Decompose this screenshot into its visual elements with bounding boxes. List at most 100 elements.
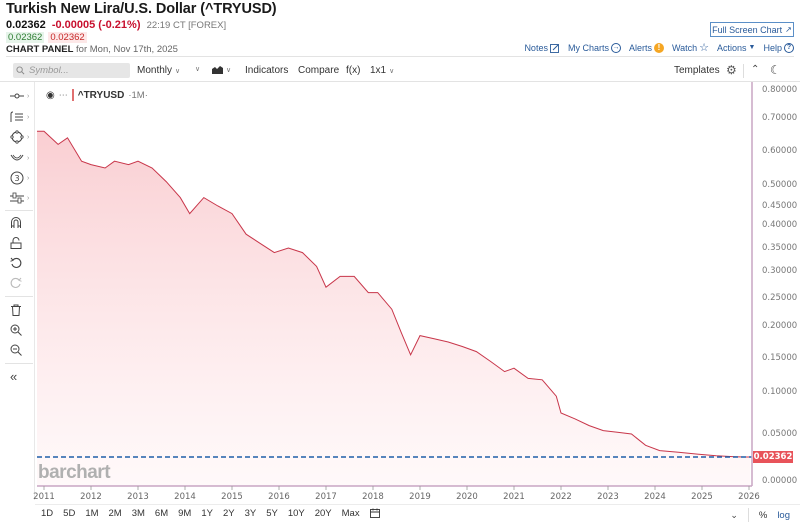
drawing-tools-sidebar: › › › › 3 › › « xyxy=(0,82,35,500)
settings-button[interactable]: ⚙ xyxy=(726,63,737,77)
interval-dropdown[interactable]: Monthly ∨ xyxy=(137,65,180,76)
zoom-out-button[interactable] xyxy=(10,342,32,358)
range-button-20y[interactable]: 20Y xyxy=(314,508,332,519)
range-button-3y[interactable]: 3Y xyxy=(244,508,257,519)
fibonacci-icon xyxy=(10,111,23,122)
arrow-circle-icon: → xyxy=(610,42,621,53)
range-button-1d[interactable]: 1D xyxy=(41,508,54,519)
toolbar-divider xyxy=(743,64,744,78)
edit-icon xyxy=(550,43,559,53)
pattern-tool-button[interactable]: › xyxy=(10,190,32,206)
double-chevron-down-icon[interactable]: ⌄ xyxy=(730,509,738,520)
y-axis-tick-label: 0.30000 xyxy=(762,266,798,276)
x-axis-tick-label: 2022 xyxy=(550,492,572,502)
chevron-down-icon: ∨ xyxy=(195,66,201,73)
my-charts-button[interactable]: My Charts → xyxy=(568,42,621,53)
x-axis-tick-label: 2021 xyxy=(503,492,525,502)
zoom-out-icon xyxy=(10,344,22,356)
actions-label: Actions xyxy=(717,42,747,53)
x-axis-tick-label: 2023 xyxy=(597,492,619,502)
x-axis-tick-label: 2012 xyxy=(80,492,102,502)
undo-button[interactable] xyxy=(10,255,32,271)
more-options-icon[interactable]: ⋯ xyxy=(58,89,68,100)
help-button[interactable]: Help ? xyxy=(763,42,794,53)
range-button-10y[interactable]: 10Y xyxy=(287,508,305,519)
last-price: 0.02362 xyxy=(6,19,46,31)
percent-scale-toggle[interactable]: % xyxy=(758,509,768,521)
delete-drawings-button[interactable] xyxy=(10,302,32,318)
header-actions: Notes My Charts → Alerts ! Watch ☆ Actio… xyxy=(524,41,794,54)
time-range-bar: 1D 5D 1M 2M 3M 6M 9M 1Y 2Y 3Y 5Y 10Y 20Y Max xyxy=(36,508,385,521)
shape-tool-button[interactable]: › xyxy=(10,129,32,145)
chevron-right-icon: › xyxy=(27,154,30,162)
range-button-1y[interactable]: 1Y xyxy=(201,508,213,519)
dark-mode-toggle[interactable]: ☾ xyxy=(770,63,781,77)
series-color-swatch xyxy=(71,89,74,101)
alert-icon: ! xyxy=(653,42,664,53)
quote-time: 22:19 CT [FOREX] xyxy=(146,20,227,31)
notes-button[interactable]: Notes xyxy=(524,43,560,53)
help-label: Help xyxy=(763,42,782,53)
lock-tool-button[interactable] xyxy=(10,235,32,251)
log-scale-toggle[interactable]: log xyxy=(777,509,790,521)
range-button-5y[interactable]: 5Y xyxy=(266,508,278,519)
full-screen-chart-button[interactable]: Full Screen Chart ↗ xyxy=(710,22,794,37)
range-button-max[interactable]: Max xyxy=(341,508,360,519)
collapse-sidebar-button[interactable]: « xyxy=(10,368,32,384)
lock-icon xyxy=(10,237,22,249)
alerts-button[interactable]: Alerts ! xyxy=(628,42,664,53)
interval-label: Monthly xyxy=(137,65,173,76)
symbol-search-input[interactable]: Symbol... xyxy=(13,63,130,78)
indicators-button[interactable]: Indicators xyxy=(245,65,288,76)
annotation-tool-button[interactable]: 3 › xyxy=(10,170,32,186)
redo-button[interactable] xyxy=(10,275,32,291)
x-axis-tick-label: 2016 xyxy=(268,492,290,502)
bid-price: 0.02362 xyxy=(6,32,45,43)
gear-icon: ⚙ xyxy=(726,63,737,77)
range-button-2y[interactable]: 2Y xyxy=(222,508,235,519)
y-axis-tick-label: 0.35000 xyxy=(762,243,798,253)
x-axis-tick-label: 2011 xyxy=(33,492,55,502)
line-tool-button[interactable]: › xyxy=(10,88,32,104)
compare-button[interactable]: Compare xyxy=(298,65,339,76)
double-chevron-up-icon: ⌃ xyxy=(751,64,760,75)
actions-menu-button[interactable]: Actions ▼ xyxy=(717,43,755,53)
chart-panel-date-text: for Mon, Nov 17th, 2025 xyxy=(76,44,178,55)
y-axis-tick-label: 0.45000 xyxy=(762,201,798,211)
line-tool-icon xyxy=(10,93,24,99)
current-price-tag: 0.02362 xyxy=(753,451,793,463)
range-button-1m[interactable]: 1M xyxy=(85,508,99,519)
price-area-fill xyxy=(37,131,750,486)
y-axis-tick-label: 0.50000 xyxy=(762,180,798,190)
alerts-label: Alerts xyxy=(628,42,652,53)
function-button[interactable]: f(x) xyxy=(346,65,360,76)
curve-tool-button[interactable]: › xyxy=(10,150,32,166)
x-axis-tick-label: 2025 xyxy=(691,492,713,502)
zoom-in-icon xyxy=(10,324,22,336)
fibonacci-tool-button[interactable]: › xyxy=(10,109,32,125)
zoom-in-button[interactable] xyxy=(10,322,32,338)
watch-button[interactable]: Watch ☆ xyxy=(672,41,709,54)
templates-button[interactable]: Templates xyxy=(674,65,720,76)
chevron-down-icon: ∨ xyxy=(389,67,395,75)
barchart-watermark: barchart xyxy=(38,462,111,483)
chart-type-dropdown[interactable]: ∨ xyxy=(212,65,231,74)
range-button-9m[interactable]: 9M xyxy=(178,508,192,519)
function-label: f(x) xyxy=(346,65,361,76)
y-axis-tick-label: 0.00000 xyxy=(762,476,798,486)
options-dropdown[interactable]: ∨ xyxy=(195,65,200,73)
range-button-6m[interactable]: 6M xyxy=(154,508,169,519)
range-button-5d[interactable]: 5D xyxy=(63,508,76,519)
layout-dropdown[interactable]: 1x1 ∨ xyxy=(370,65,394,76)
chart-toolbar: Symbol... Monthly ∨ ∨ ∨ Indicators Compa… xyxy=(0,60,800,82)
magnet-tool-button[interactable] xyxy=(10,215,32,231)
range-button-3m[interactable]: 3M xyxy=(131,508,145,519)
tools-divider xyxy=(5,296,33,297)
x-axis-divider xyxy=(35,504,800,505)
range-button-2m[interactable]: 2M xyxy=(108,508,122,519)
tools-divider xyxy=(5,363,33,364)
collapse-header-button[interactable]: ⌃ xyxy=(751,64,759,75)
calendar-icon[interactable] xyxy=(365,508,385,521)
eye-icon[interactable]: ◉ xyxy=(46,89,55,101)
